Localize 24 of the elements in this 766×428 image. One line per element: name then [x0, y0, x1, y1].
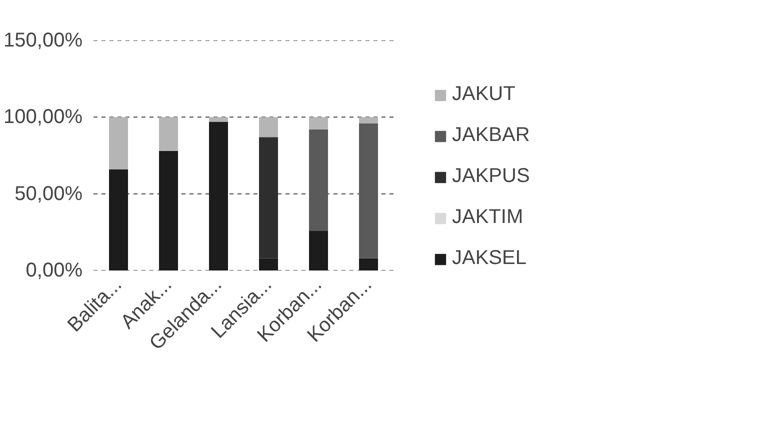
bar [309, 129, 328, 231]
legend-label: JAKTIM [452, 206, 524, 229]
bar [209, 122, 228, 270]
bar [309, 230, 328, 270]
y-tick-label: 0,00% [26, 260, 83, 282]
y-tick-label: 50,00% [14, 182, 83, 205]
bar [359, 117, 378, 124]
bar [359, 258, 378, 270]
bar [259, 258, 278, 270]
legend-label: JAKPUS [452, 165, 531, 188]
bar [359, 123, 378, 258]
y-tick-label: 150,00% [4, 30, 83, 52]
legend-label: JAKSEL [452, 247, 528, 270]
bar [159, 117, 178, 151]
bar [309, 117, 328, 130]
bar [109, 117, 128, 170]
y-tick-label: 100,00% [4, 106, 83, 128]
bar [159, 150, 178, 270]
bar [209, 117, 228, 122]
bar [259, 137, 278, 258]
bar [109, 169, 128, 270]
bar [259, 117, 278, 138]
legend-label: JAKBAR [452, 124, 531, 147]
legend-label: JAKUT [452, 83, 516, 106]
